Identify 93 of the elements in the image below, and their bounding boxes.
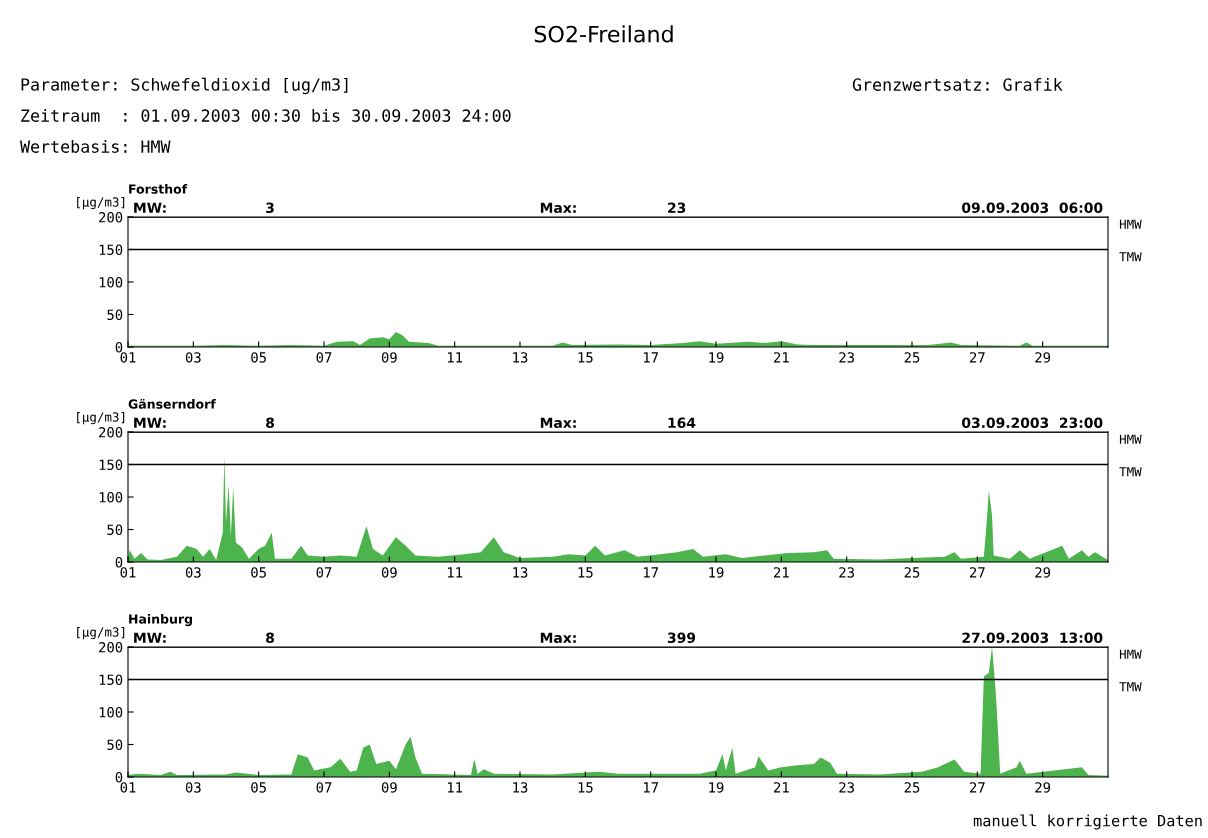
x-tick-label: 07 (316, 782, 332, 793)
x-tick-label: 03 (185, 567, 201, 578)
y-tick-label: 100 (99, 277, 123, 288)
ref-line-label: HMW (1119, 219, 1142, 229)
y-tick-label: 100 (99, 707, 123, 718)
y-tick-label: 150 (99, 244, 123, 256)
x-tick-label: 19 (709, 567, 724, 578)
x-tick-label: 25 (904, 782, 920, 793)
x-tick-label: 21 (774, 352, 789, 363)
x-tick-label: 27 (970, 567, 985, 578)
x-tick-label: 27 (970, 782, 985, 793)
x-tick-label: 09 (381, 567, 397, 578)
x-tick-label: 11 (447, 782, 463, 793)
x-tick-label: 05 (251, 567, 266, 578)
y-tick-label: 50 (107, 309, 123, 321)
text: Max: (540, 417, 576, 429)
x-tick-label: 05 (251, 352, 266, 363)
ref-line-label: HMW (1119, 649, 1142, 659)
x-tick-label: 17 (643, 567, 658, 578)
text: 3 (266, 202, 274, 214)
x-tick-label: 29 (1035, 782, 1051, 793)
text: Zeitraum : 01.09.2003 00:30 bis 30.09.2003 24:00 (21, 108, 511, 122)
y-tick-label: 200 (99, 642, 123, 653)
x-tick-label: 29 (1035, 352, 1051, 363)
x-tick-label: 13 (513, 352, 528, 363)
text: Max: (540, 632, 576, 644)
text: 23 (668, 202, 686, 214)
x-tick-label: 15 (578, 352, 593, 363)
y-tick-label: 200 (99, 212, 123, 223)
x-tick-label: 19 (709, 782, 724, 793)
x-tick-label: 21 (774, 567, 789, 578)
text: Max: (540, 202, 576, 214)
text: MW: (134, 417, 166, 428)
text: 09.09.2003 06:00 (962, 202, 1103, 214)
text: 164 (668, 417, 696, 429)
text: Grenzwertsatz: Grafik (852, 77, 1063, 91)
x-tick-label: 01 (120, 567, 136, 578)
y-axis-title: [μg/m3] (77, 197, 125, 210)
x-tick-label: 05 (251, 782, 266, 793)
x-tick-label: 01 (120, 352, 136, 363)
x-tick-label: 13 (513, 782, 528, 793)
x-tick-label: 23 (839, 567, 854, 578)
chart-title: SO2-Freiland (534, 25, 673, 43)
y-tick-label: 0 (115, 772, 123, 783)
x-tick-label: 23 (839, 782, 854, 793)
text: 8 (266, 632, 274, 644)
x-tick-label: 01 (120, 782, 136, 793)
y-tick-label: 200 (99, 427, 123, 438)
text: Wertebasis: HMW (20, 139, 171, 153)
ref-line-label: HMW (1119, 434, 1142, 444)
y-axis-title: [μg/m3] (77, 412, 125, 425)
x-tick-label: 27 (970, 352, 985, 363)
x-tick-label: 15 (578, 782, 593, 793)
chart-subtitle: Gänserndorf (128, 398, 216, 409)
x-tick-label: 15 (578, 567, 593, 578)
x-tick-label: 19 (709, 352, 724, 363)
x-tick-label: 11 (447, 352, 463, 363)
x-tick-label: 13 (513, 567, 528, 578)
chart-subtitle: Forsthof (129, 184, 188, 194)
y-tick-label: 0 (115, 342, 123, 353)
x-tick-label: 09 (381, 782, 397, 793)
text: 03.09.2003 23:00 (962, 417, 1103, 429)
y-tick-label: 0 (115, 557, 123, 568)
x-tick-label: 23 (839, 352, 854, 363)
text: manuell korrigierte Daten (973, 814, 1202, 830)
text: 399 (667, 632, 696, 644)
y-tick-label: 150 (99, 674, 123, 686)
y-tick-label: 150 (99, 459, 123, 471)
x-tick-label: 09 (381, 352, 397, 363)
text: 27.09.2003 13:00 (962, 632, 1103, 644)
text: Parameter: Schwefeldioxid [ug/m3] (21, 77, 348, 95)
x-tick-label: 03 (185, 352, 201, 363)
y-axis-title: [μg/m3] (77, 627, 125, 640)
y-tick-label: 50 (107, 739, 123, 751)
y-tick-label: 100 (99, 492, 123, 503)
y-tick-label: 50 (107, 524, 123, 536)
text: MW: (134, 632, 166, 643)
x-tick-label: 07 (316, 352, 332, 363)
text: MW: (134, 202, 166, 213)
x-tick-label: 07 (316, 567, 332, 578)
ref-line-label: TMW (1119, 682, 1142, 692)
x-tick-label: 25 (904, 567, 920, 578)
x-tick-label: 11 (447, 567, 463, 578)
ref-line-label: TMW (1119, 467, 1142, 477)
x-tick-label: 03 (185, 782, 201, 793)
x-tick-label: 29 (1035, 567, 1051, 578)
x-tick-label: 25 (904, 352, 920, 363)
text: 8 (266, 417, 274, 429)
x-tick-label: 17 (643, 782, 658, 793)
x-tick-label: 21 (774, 782, 789, 793)
chart-subtitle: Hainburg (129, 614, 192, 627)
x-tick-label: 17 (643, 352, 658, 363)
ref-line-label: TMW (1119, 252, 1142, 262)
